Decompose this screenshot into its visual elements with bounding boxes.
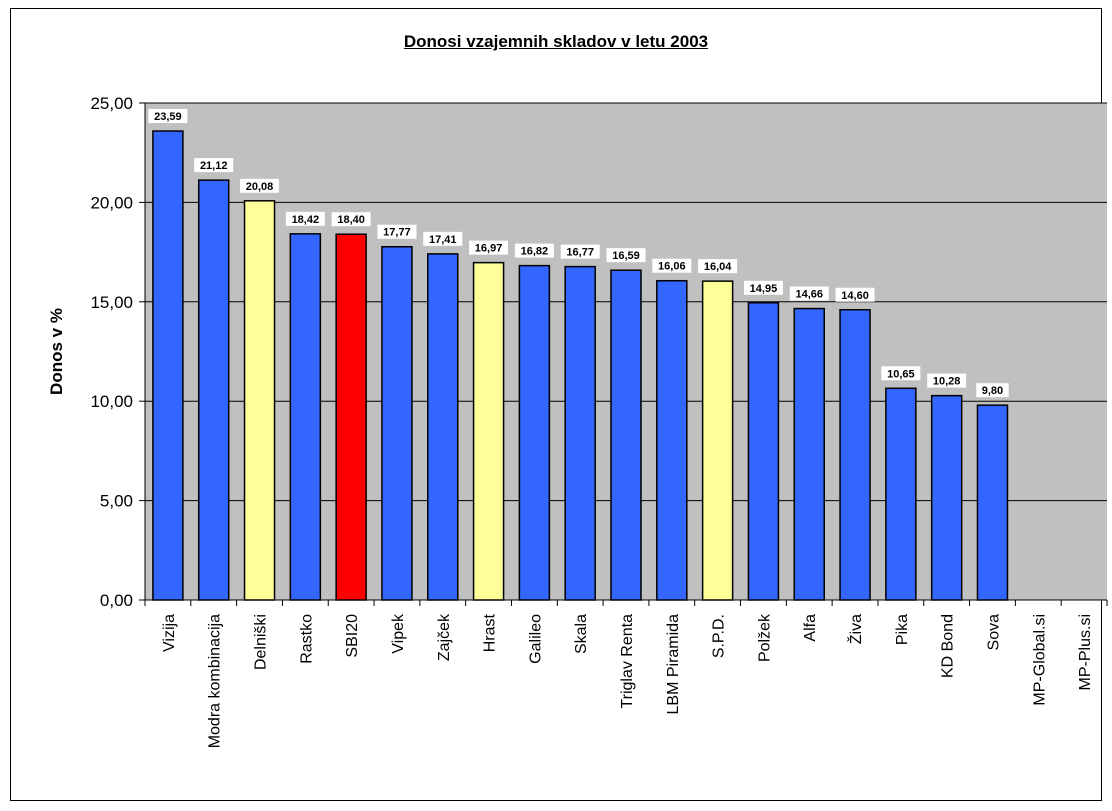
x-tick-label: Sova bbox=[985, 614, 1002, 651]
bar bbox=[472, 261, 505, 601]
x-tick-label: LBM Piramida bbox=[665, 614, 682, 715]
y-tick-label: 10,00 bbox=[90, 392, 133, 411]
data-label-box bbox=[789, 286, 829, 301]
data-label-box bbox=[698, 259, 738, 274]
x-tick-label: Vizija bbox=[161, 614, 178, 652]
bar bbox=[152, 130, 184, 601]
bar bbox=[656, 279, 688, 601]
bar bbox=[197, 179, 230, 601]
data-label-box bbox=[881, 366, 921, 381]
y-tick-label: 5,00 bbox=[100, 492, 133, 511]
data-label: 10,28 bbox=[933, 376, 961, 388]
bar bbox=[518, 264, 551, 601]
data-label-box bbox=[652, 258, 692, 273]
bar bbox=[976, 404, 1009, 601]
x-tick-label: Delniški bbox=[253, 614, 270, 670]
data-label: 14,95 bbox=[750, 283, 778, 295]
x-tick-label: Zajček bbox=[436, 613, 453, 661]
x-tick-label: S.P.D. bbox=[711, 614, 728, 658]
data-label-box bbox=[331, 212, 371, 227]
x-tick-label: MP-Plus.si bbox=[1077, 614, 1094, 690]
y-tick-label: 20,00 bbox=[90, 193, 133, 212]
data-label-box bbox=[377, 224, 417, 239]
bar bbox=[839, 309, 871, 601]
data-label: 17,77 bbox=[383, 227, 411, 239]
data-label: 16,97 bbox=[475, 243, 503, 255]
data-label-box bbox=[560, 244, 600, 259]
data-label: 21,12 bbox=[200, 160, 228, 172]
data-label: 14,66 bbox=[795, 289, 823, 301]
data-label-box bbox=[240, 178, 280, 193]
data-label: 14,60 bbox=[841, 290, 869, 302]
x-tick-label: Polžek bbox=[756, 613, 773, 662]
y-tick-label: 0,00 bbox=[100, 591, 133, 610]
data-label: 16,04 bbox=[704, 261, 732, 273]
y-tick-label: 15,00 bbox=[90, 293, 133, 312]
x-tick-label: Skala bbox=[573, 614, 590, 654]
data-label: 18,42 bbox=[292, 214, 320, 226]
y-tick-label: 25,00 bbox=[90, 94, 133, 113]
x-tick-label: Modra kombinacija bbox=[207, 614, 224, 748]
data-label: 16,59 bbox=[612, 250, 640, 262]
data-label: 16,77 bbox=[566, 247, 594, 259]
data-label-box bbox=[514, 243, 554, 258]
data-label-box bbox=[743, 280, 783, 295]
data-label-box bbox=[927, 373, 967, 388]
x-tick-label: Živa bbox=[846, 614, 865, 644]
data-label: 20,08 bbox=[246, 181, 274, 193]
data-label-box bbox=[148, 109, 188, 124]
data-label: 23,59 bbox=[154, 111, 182, 123]
bar bbox=[885, 387, 917, 601]
bar bbox=[381, 245, 413, 601]
data-label-box bbox=[976, 383, 1009, 398]
bar bbox=[243, 200, 276, 601]
chart-title: Donosi vzajemnih skladov v letu 2003 bbox=[403, 32, 709, 51]
bar bbox=[793, 307, 825, 601]
data-label-box bbox=[194, 158, 234, 173]
bar bbox=[610, 269, 642, 601]
data-label: 16,82 bbox=[521, 246, 549, 258]
y-axis-title: Donos v % bbox=[47, 308, 66, 395]
bar bbox=[747, 302, 780, 601]
data-label-box bbox=[606, 248, 646, 263]
data-label: 18,40 bbox=[337, 214, 365, 226]
x-tick-label: Alfa bbox=[802, 614, 819, 642]
data-label-box bbox=[285, 211, 325, 226]
data-label-box bbox=[469, 240, 509, 255]
x-tick-label: Vipek bbox=[390, 613, 407, 654]
data-label-box bbox=[423, 231, 463, 246]
x-tick-label: Galileo bbox=[527, 614, 544, 664]
data-label-box bbox=[835, 287, 875, 302]
x-tick-label: Pika bbox=[894, 614, 911, 645]
x-tick-label: KD Bond bbox=[940, 614, 957, 678]
data-label: 17,41 bbox=[429, 234, 457, 246]
bar bbox=[930, 394, 963, 601]
data-label: 10,65 bbox=[887, 368, 915, 380]
bar bbox=[289, 233, 322, 601]
x-tick-label: Rastko bbox=[298, 614, 315, 664]
bar bbox=[564, 265, 596, 601]
x-tick-label: MP-Global.si bbox=[1031, 614, 1048, 706]
bar bbox=[701, 280, 734, 601]
data-label: 16,06 bbox=[658, 261, 686, 273]
x-tick-label: Triglav Renta bbox=[619, 614, 636, 709]
x-tick-label: SBI20 bbox=[344, 614, 361, 658]
data-label: 9,80 bbox=[982, 385, 1003, 397]
x-tick-label: Hrast bbox=[482, 613, 499, 652]
bar bbox=[427, 253, 459, 601]
bar bbox=[335, 233, 367, 601]
